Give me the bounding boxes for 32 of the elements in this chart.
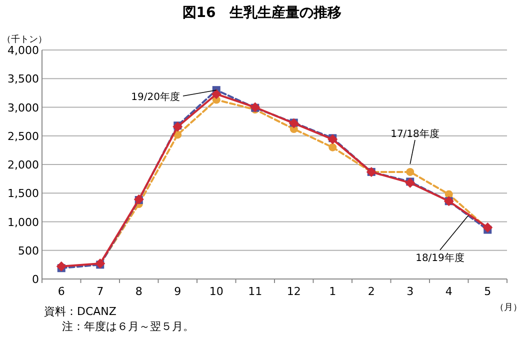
x-tick-label: 6 [58, 285, 65, 298]
y-tick-label: 2,000 [8, 158, 39, 172]
point [406, 168, 414, 176]
y-tick-label: 1,000 [8, 216, 39, 229]
text: 注：年度は６月～翌５月。 [62, 320, 194, 333]
y-tick-label: 4,000 [8, 44, 39, 57]
y-axis-title: （千トン） [2, 34, 47, 45]
chart-title: 図16 生乳生産量の推移 [182, 4, 342, 21]
x-tick-label: 2 [368, 285, 375, 298]
point [482, 222, 493, 232]
x-tick-label: 1 [329, 285, 336, 298]
y-tick-label: 1,500 [8, 187, 39, 200]
text: 資料：DCANZ [44, 305, 117, 318]
x-tick-label: 7 [96, 285, 104, 298]
y-tick-label: 3,500 [8, 72, 39, 86]
x-tick-label: 4 [445, 285, 452, 298]
point [328, 143, 337, 152]
x-tick-label: 9 [174, 285, 182, 298]
y-tick-label: 0 [32, 273, 39, 286]
x-tick-label: 12 [286, 285, 301, 298]
x-tick-label: 8 [135, 285, 142, 298]
series-label: 19/20年度 [131, 91, 180, 103]
x-tick-label: 11 [248, 285, 262, 298]
y-tick-label: 3,000 [8, 101, 39, 114]
x-tick-label: 5 [484, 285, 492, 298]
x-tick-label: 10 [209, 285, 224, 298]
point [56, 261, 66, 272]
x-axis-title: （月） [495, 303, 522, 313]
x-tick-label: 3 [406, 285, 414, 298]
point [211, 89, 222, 100]
y-tick-label: 500 [18, 244, 39, 258]
y-tick-label: 2,500 [8, 130, 39, 143]
